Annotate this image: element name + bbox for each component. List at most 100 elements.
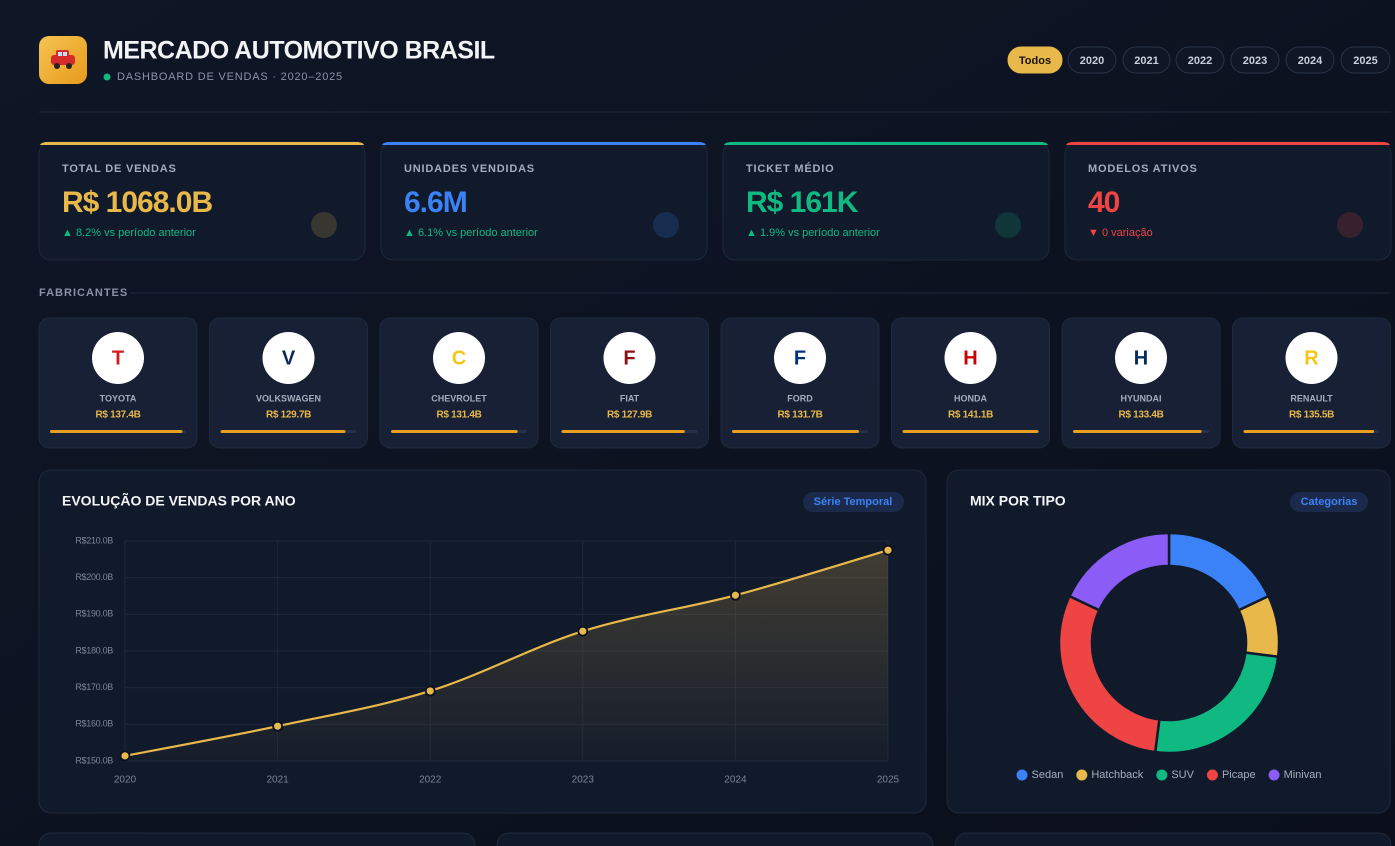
x-tick-label: 2025 <box>877 775 900 786</box>
kpi-value: R$ 161K <box>746 186 859 219</box>
legend-dot <box>1076 769 1088 781</box>
x-tick-label: 2020 <box>114 775 137 786</box>
y-tick-label: R$210.0B <box>75 535 113 545</box>
filter-button[interactable]: 2024 <box>1285 46 1335 74</box>
chart-title: MIX POR TIPO <box>970 493 1066 509</box>
point <box>577 625 589 637</box>
chart-badge <box>1290 492 1368 512</box>
x-tick-label: 2024 <box>724 775 747 786</box>
next-card <box>954 832 1392 846</box>
legend-dot <box>1268 769 1280 781</box>
filter-label[interactable]: 2024 <box>1298 55 1323 67</box>
manufacturer-logo <box>1285 332 1338 384</box>
manufacturer-bar <box>902 430 1039 433</box>
section-label: FABRICANTES <box>39 287 128 299</box>
x-tick-label: 2022 <box>419 775 442 786</box>
point <box>882 544 894 556</box>
manufacturer-bar <box>220 430 346 433</box>
kpi-icon <box>1337 212 1363 238</box>
manufacturer-logo <box>603 332 656 384</box>
kpi-label: TICKET MÉDIO <box>746 162 834 175</box>
manufacturer-name: FORD <box>787 393 813 403</box>
manufacturer-bar <box>391 430 518 433</box>
filter-button[interactable]: 2025 <box>1340 46 1391 74</box>
manufacturer-name: CHEVROLET <box>431 393 487 403</box>
kpi-icon <box>653 212 679 238</box>
y-tick-label: R$200.0B <box>75 572 113 582</box>
manufacturer-letter: V <box>282 347 296 369</box>
line-area <box>125 550 888 761</box>
filter-button[interactable]: 2021 <box>1122 46 1171 74</box>
kpi-accent-bar <box>729 142 1043 145</box>
manufacturer-letter: T <box>112 347 124 369</box>
filter-button[interactable]: 2020 <box>1067 46 1117 74</box>
manufacturer-bar <box>561 430 685 433</box>
manufacturer-letter: F <box>794 347 806 369</box>
legend-dot <box>1156 769 1168 781</box>
filter-label[interactable]: 2020 <box>1080 55 1104 67</box>
manufacturer-letter: C <box>452 347 466 369</box>
manufacturer-bar <box>732 430 859 433</box>
subtitle: DASHBOARD DE VENDAS · 2020–2025 <box>117 71 343 83</box>
filter-label[interactable]: 2025 <box>1353 55 1377 67</box>
legend-label: Hatchback <box>1091 769 1143 781</box>
manufacturer-logo <box>1115 332 1167 384</box>
kpi-icon <box>995 212 1021 238</box>
title: MERCADO AUTOMOTIVO BRASIL <box>103 37 495 65</box>
filter-button[interactable]: 2022 <box>1175 46 1225 74</box>
manufacturer-value: R$ 131.4B <box>436 410 481 421</box>
next-card <box>38 832 476 846</box>
point <box>730 589 741 601</box>
kpi-change: ▲ 8.2% vs período anterior <box>62 227 196 239</box>
manufacturer-value: R$ 129.7B <box>266 410 311 421</box>
filter-label[interactable]: 2021 <box>1134 55 1158 67</box>
y-tick-label: R$160.0B <box>75 719 113 729</box>
filter-pill[interactable] <box>1175 46 1225 74</box>
manufacturer-value: R$ 131.7B <box>777 410 822 421</box>
filter-pill[interactable] <box>1122 46 1171 74</box>
point <box>272 720 284 732</box>
manufacturer-letter: H <box>1134 347 1148 369</box>
line <box>124 549 889 757</box>
manufacturer-letter: H <box>963 347 977 369</box>
next-card <box>496 832 934 846</box>
filter-pill[interactable] <box>1067 46 1117 74</box>
kpi-accent-bar <box>387 142 701 145</box>
y-tick-label: R$190.0B <box>75 609 113 619</box>
manufacturer-logo <box>262 332 315 384</box>
manufacturer-name: FIAT <box>620 393 640 403</box>
manufacturer-value: R$ 141.1B <box>948 410 993 421</box>
filter-pill[interactable] <box>1340 46 1391 74</box>
filter-pill[interactable] <box>1285 46 1335 74</box>
filter-button[interactable]: 2023 <box>1230 46 1280 74</box>
manufacturer-bar <box>1243 430 1375 433</box>
manufacturer-logo <box>774 332 826 384</box>
filter-label[interactable]: 2023 <box>1243 55 1267 67</box>
manufacturer-name: HYUNDAI <box>1120 393 1161 403</box>
manufacturer-name: TOYOTA <box>100 393 137 403</box>
legend-label: Sedan <box>1032 769 1064 781</box>
chart-badge-text: Categorias <box>1301 496 1358 508</box>
filter-button[interactable]: Todos <box>1007 46 1063 74</box>
filter-label[interactable]: 2022 <box>1188 55 1212 67</box>
chart-badge <box>803 492 904 512</box>
legend-dot <box>1206 769 1218 781</box>
kpi-value: 6.6M <box>404 186 467 219</box>
status-dot <box>103 73 111 81</box>
legend-label: Picape <box>1222 769 1256 781</box>
x-tick-label: 2021 <box>266 775 289 786</box>
y-tick-label: R$170.0B <box>75 682 113 692</box>
manufacturer-value: R$ 135.5B <box>1289 410 1334 421</box>
filter-pill[interactable] <box>1007 46 1063 74</box>
chart-card <box>946 469 1391 814</box>
filter-pill[interactable] <box>1230 46 1280 74</box>
legend-label: Minivan <box>1284 769 1322 781</box>
chart-title: EVOLUÇÃO DE VENDAS POR ANO <box>62 492 296 509</box>
y-tick-label: R$150.0B <box>75 755 113 765</box>
x-tick-label: 2023 <box>572 775 595 786</box>
donut-slice <box>1067 531 1171 612</box>
kpi-label: UNIDADES VENDIDAS <box>404 163 535 175</box>
filter-label[interactable]: Todos <box>1019 55 1051 67</box>
y-tick-label: R$180.0B <box>75 645 113 655</box>
